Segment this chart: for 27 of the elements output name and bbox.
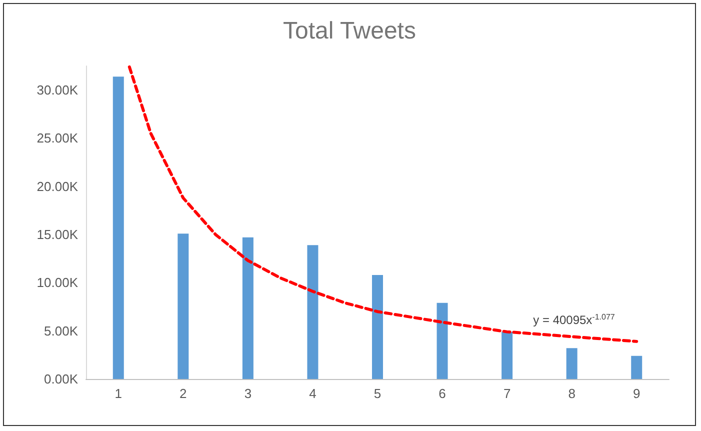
x-tick-label: 5 [374, 386, 382, 401]
x-tick-label: 2 [180, 386, 187, 401]
bar [372, 274, 383, 379]
x-tick-label: 3 [244, 386, 252, 401]
x-tick-label: 8 [568, 386, 576, 401]
y-tick-label: 15.00K [36, 227, 78, 242]
chart-title: Total Tweets [283, 18, 416, 44]
bar [436, 302, 448, 379]
bar [112, 76, 124, 379]
x-tick-label: 1 [114, 386, 122, 401]
bar [566, 348, 578, 379]
y-tick-label: 5.00K [44, 323, 78, 338]
y-tick-label: 0.00K [44, 372, 78, 386]
bar [307, 245, 318, 379]
x-tick-label: 4 [309, 386, 316, 401]
bar [242, 237, 254, 379]
x-tick-label: 9 [632, 386, 640, 401]
y-tick-label: 30.00K [36, 82, 78, 98]
line-series [128, 65, 638, 343]
y-tick-label: 25.00K [36, 130, 78, 146]
bar [631, 356, 642, 379]
bar [178, 234, 189, 379]
y-tick-label: 10.00K [36, 275, 78, 290]
bar [502, 332, 513, 379]
y-tick-label: 20.00K [36, 178, 78, 194]
x-tick-label: 6 [438, 386, 446, 401]
x-tick-label: 7 [503, 386, 511, 401]
